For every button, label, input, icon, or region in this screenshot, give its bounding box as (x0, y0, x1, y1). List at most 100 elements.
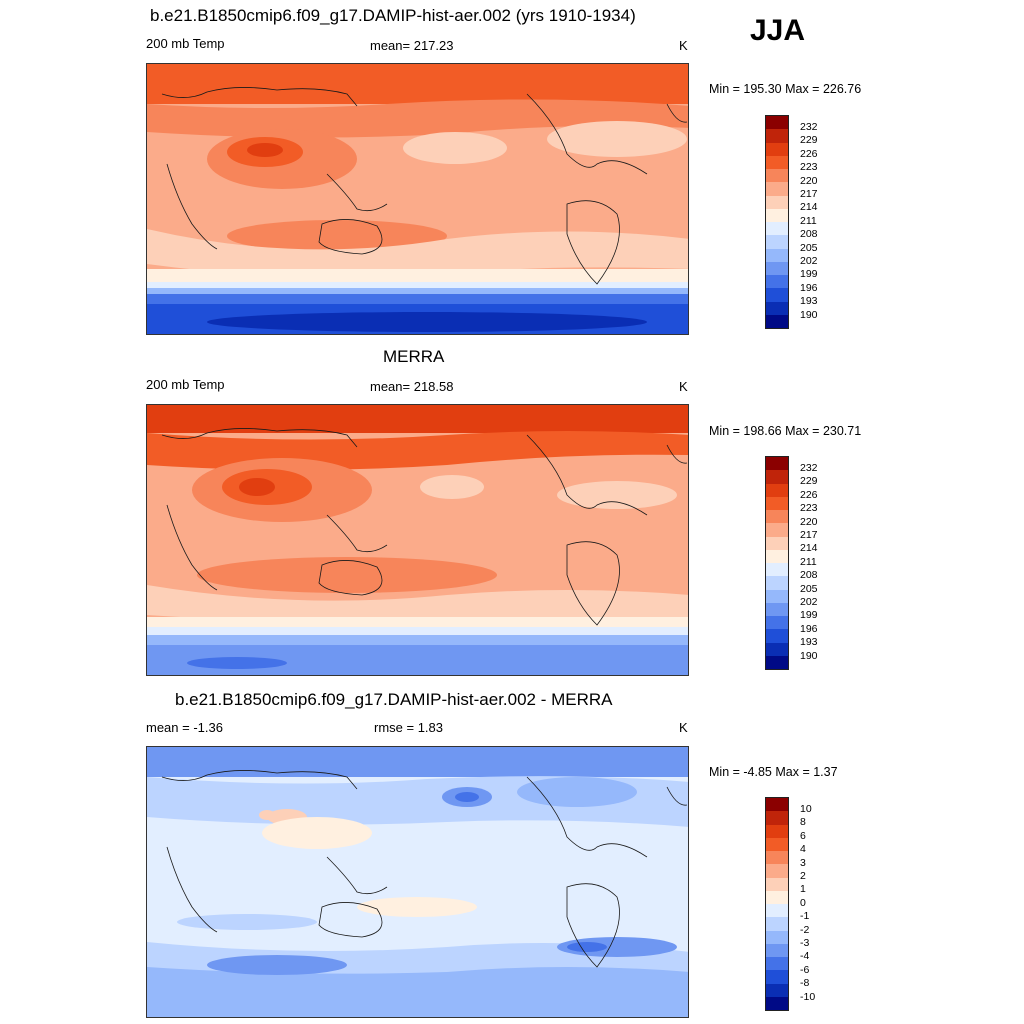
panel-3-colorbar-swatch (766, 811, 788, 825)
panel-3-mean-label: mean = -1.36 (146, 720, 223, 735)
panel-2-colorbar-swatch (766, 536, 788, 550)
panel-2-colorbar-swatch (766, 576, 788, 590)
panel-2-colorbar-swatch (766, 655, 788, 669)
panel-3-colorbar-tick-label: -6 (800, 963, 810, 976)
panel-3-colorbar-swatch (766, 877, 788, 891)
panel-3-colorbar-tick-label: 6 (800, 829, 806, 842)
panel-1-colorbar (765, 115, 789, 329)
panel-3-colorbar-swatch (766, 851, 788, 865)
panel-3-colorbar-swatches (766, 798, 788, 1010)
panel-1-units-label: K (679, 38, 688, 53)
panel-3-colorbar-swatch (766, 798, 788, 812)
panel-3-colorbar-swatch (766, 824, 788, 838)
panel-3-colorbar-tick-label: 1 (800, 883, 806, 896)
panel-3-colorbar-swatch (766, 983, 788, 997)
panel-1-colorbar-tick-label: 223 (800, 161, 818, 174)
panel-2-colorbar-tick-label: 223 (800, 502, 818, 515)
panel-2-colorbar-swatch (766, 523, 788, 537)
panel-2-colorbar-tick-label: 217 (800, 529, 818, 542)
panel-3-colorbar-tick-label: -3 (800, 937, 810, 950)
panel-3-title: b.e21.B1850cmip6.f09_g17.DAMIP-hist-aer.… (175, 690, 613, 709)
panel-2-colorbar-tick-label: 226 (800, 488, 818, 501)
panel-3-colorbar-tick-label: -1 (800, 910, 810, 923)
panel-2-colorbar-tick-label: 190 (800, 649, 818, 662)
panel-2-colorbar-labels: 232 229 226 223 220 217 214 211 208 205 202 199 196 1… (800, 462, 818, 663)
panel-1-colorbar-tick-label: 202 (800, 255, 818, 268)
panel-3-colorbar-tick-label: -10 (800, 990, 816, 1003)
panel-3-colorbar-swatch (766, 837, 788, 851)
panel-1-colorbar-tick-label: 208 (800, 228, 818, 241)
panel-2-colorbar-tick-label: 220 (800, 515, 818, 528)
panel-1-colorbar-swatch (766, 248, 788, 262)
panel-1-colorbar-tick-label: 199 (800, 268, 818, 281)
panel-1-colorbar-swatch (766, 235, 788, 249)
panel-1-colorbar-swatch (766, 261, 788, 275)
panel-1-colorbar-tick-label: 229 (800, 134, 818, 147)
panel-1-colorbar-swatch (766, 288, 788, 302)
panel-2-colorbar-swatch (766, 470, 788, 484)
panel-1-colorbar-tick-label: 220 (800, 174, 818, 187)
panel-1-colorbar-swatch (766, 142, 788, 156)
panel-3-colorbar-swatch (766, 917, 788, 931)
panel-1-colorbar-swatch (766, 182, 788, 196)
panel-2-colorbar-tick-label: 229 (800, 475, 818, 488)
panel-3-colorbar-swatch (766, 970, 788, 984)
panel-2-colorbar-swatch (766, 642, 788, 656)
panel-2-colorbar-tick-label: 193 (800, 636, 818, 649)
panel-1-colorbar-labels: 232 229 226 223 220 217 214 211 208 205 202 199 196 1… (800, 121, 818, 322)
panel-3-colorbar-swatch (766, 904, 788, 918)
panel-3-colorbar-swatch (766, 864, 788, 878)
panel-3-rmse-label: rmse = 1.83 (374, 720, 444, 735)
panel-2-title: MERRA (383, 347, 445, 366)
panel-1-colorbar-tick-label: 232 (800, 121, 818, 133)
panel-2-colorbar-swatch (766, 483, 788, 497)
panel-2-colorbar-tick-label: 196 (800, 622, 818, 635)
panel-1-colorbar-tick-label: 214 (800, 201, 818, 214)
panel-1-colorbar-swatch (766, 129, 788, 143)
panel-2-colorbar-swatch (766, 629, 788, 643)
panel-2-colorbar-tick-label: 208 (800, 569, 818, 582)
panel-3-colorbar-tick-label: -8 (800, 977, 810, 990)
panel-3-colorbar-tick-label: 2 (800, 870, 806, 883)
panel-2-colorbar-tick-label: 202 (800, 596, 818, 609)
panel-2-colorbar-tick-label: 211 (800, 555, 817, 568)
panel-2-colorbar-tick-label: 199 (800, 609, 818, 622)
panel-1-colorbar-tick-label: 193 (800, 295, 818, 308)
panel-2-units-label: K (679, 379, 688, 394)
panel-3-colorbar-tick-label: 4 (800, 843, 806, 856)
panel-3-colorbar-swatch (766, 996, 788, 1010)
panel-1-title: b.e21.B1850cmip6.f09_g17.DAMIP-hist-aer.… (150, 6, 636, 25)
panel-3-colorbar (765, 797, 789, 1011)
panel-1-colorbar-swatch (766, 169, 788, 183)
panel-1-colorbar-tick-label: 196 (800, 281, 818, 294)
panel-1-colorbar-swatch (766, 208, 788, 222)
panel-2-colorbar-swatch (766, 589, 788, 603)
panel-2-mean-label: mean= 218.58 (370, 379, 454, 394)
panel-3-colorbar-labels: 10 8 6 4 3 2 1 0 -1 -2 -3 -4 -6 -8 -10 (800, 803, 815, 1004)
panel-3-colorbar-tick-label: 0 (800, 896, 806, 909)
panel-3-colorbar-tick-label: 10 (800, 803, 812, 815)
panel-3-colorbar-tick-label: 8 (800, 816, 806, 829)
panel-3-colorbar-swatch (766, 890, 788, 904)
panel-2-contour-field (147, 405, 688, 675)
panel-2-variable-label: 200 mb Temp (146, 377, 225, 392)
panel-1-colorbar-swatch (766, 314, 788, 328)
panel-1-colorbar-tick-label: 226 (800, 147, 818, 160)
panel-3-colorbar-swatch (766, 957, 788, 971)
panel-1-colorbar-tick-label: 217 (800, 188, 818, 201)
panel-1-minmax-label: Min = 195.30 Max = 226.76 (709, 82, 862, 96)
panel-1-colorbar-swatch (766, 301, 788, 315)
panel-2-colorbar-swatch (766, 616, 788, 630)
panel-2-colorbar-swatch (766, 496, 788, 510)
panel-1-contour-field (147, 64, 688, 334)
panel-3-minmax-label: Min = -4.85 Max = 1.37 (709, 765, 838, 779)
panel-3-colorbar-tick-label: -2 (800, 923, 810, 936)
panel-3-colorbar-tick-label: 3 (800, 856, 806, 869)
panel-2-colorbar-swatch (766, 510, 788, 524)
panel-1-colorbar-swatches (766, 116, 788, 328)
panel-3-colorbar-swatch (766, 930, 788, 944)
panel-2-map (146, 404, 689, 676)
panel-1-colorbar-swatch (766, 155, 788, 169)
panel-1-colorbar-tick-label: 211 (800, 214, 817, 227)
panel-2-colorbar-tick-label: 205 (800, 582, 818, 595)
